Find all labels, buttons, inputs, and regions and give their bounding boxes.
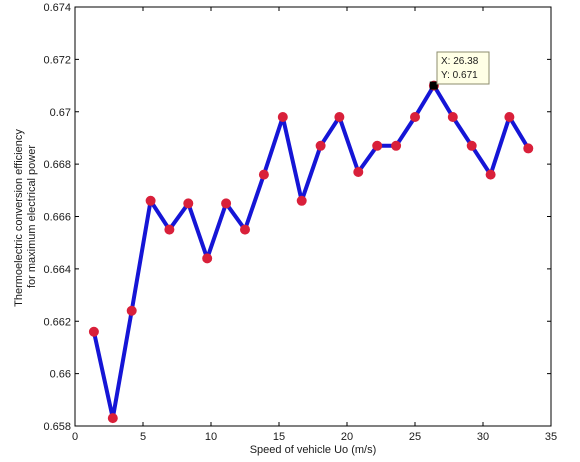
- x-tick-label: 30: [477, 431, 489, 443]
- y-axis-label-line-2: for maximum electrical power: [26, 145, 38, 288]
- data-point[interactable]: [107, 413, 118, 424]
- y-tick-label: 0.674: [43, 2, 71, 14]
- data-point[interactable]: [145, 195, 156, 206]
- y-tick-label: 0.672: [43, 54, 71, 66]
- data-point[interactable]: [485, 169, 496, 180]
- y-tick-label: 0.666: [43, 212, 71, 224]
- data-point[interactable]: [353, 166, 364, 177]
- data-point[interactable]: [258, 169, 269, 180]
- data-point[interactable]: [466, 140, 477, 151]
- datatip-box: [436, 51, 490, 85]
- datatip-marker[interactable]: [429, 81, 438, 90]
- data-point[interactable]: [372, 140, 383, 151]
- x-tick-label: 15: [273, 431, 285, 443]
- data-point[interactable]: [164, 224, 175, 235]
- data-point[interactable]: [410, 111, 420, 122]
- x-axis: 0 5 10 15 20 25 30 35: [72, 7, 557, 443]
- y-axis: 0.658 0.66 0.662 0.664 0.666 0.668 0.67 0.672 0.…: [43, 2, 551, 433]
- data-point[interactable]: [221, 198, 232, 209]
- y-tick-label: 0.664: [43, 264, 71, 276]
- data-point[interactable]: [315, 140, 326, 151]
- data-point[interactable]: [240, 224, 250, 235]
- y-tick-label: 0.67: [50, 107, 71, 119]
- data-point[interactable]: [523, 143, 534, 154]
- y-tick-label: 0.662: [43, 316, 71, 328]
- y-axis-label: Thermoelectric conversion efficiency for…: [13, 126, 38, 307]
- datatip-x-text: X: 26.38: [441, 56, 479, 67]
- x-tick-label: 10: [205, 431, 217, 443]
- x-tick-label: 25: [409, 431, 421, 443]
- x-tick-label: 20: [341, 431, 353, 443]
- datatip[interactable]: X: 26.38 Y: 0.671: [429, 51, 490, 90]
- series-line: [91, 83, 531, 421]
- y-axis-label-line-1: Thermoelectric conversion efficiency: [13, 129, 25, 307]
- y-tick-label: 0.668: [43, 159, 71, 171]
- data-point[interactable]: [447, 111, 458, 122]
- x-axis-label: Speed of vehicle Uo (m/s): [250, 444, 377, 456]
- data-point[interactable]: [277, 111, 288, 122]
- data-point[interactable]: [296, 195, 307, 206]
- data-point[interactable]: [504, 111, 515, 122]
- x-tick-label: 0: [72, 431, 78, 443]
- x-tick-label: 35: [545, 431, 557, 443]
- x-tick-label: 5: [140, 431, 146, 443]
- data-point[interactable]: [183, 198, 194, 209]
- y-tick-label: 0.66: [50, 369, 71, 381]
- data-point[interactable]: [391, 140, 402, 151]
- datatip-y-text: Y: 0.671: [441, 70, 478, 81]
- data-point[interactable]: [126, 305, 137, 316]
- y-tick-label: 0.658: [43, 421, 71, 433]
- data-point[interactable]: [202, 253, 213, 264]
- data-point[interactable]: [334, 111, 345, 122]
- data-point[interactable]: [88, 326, 99, 337]
